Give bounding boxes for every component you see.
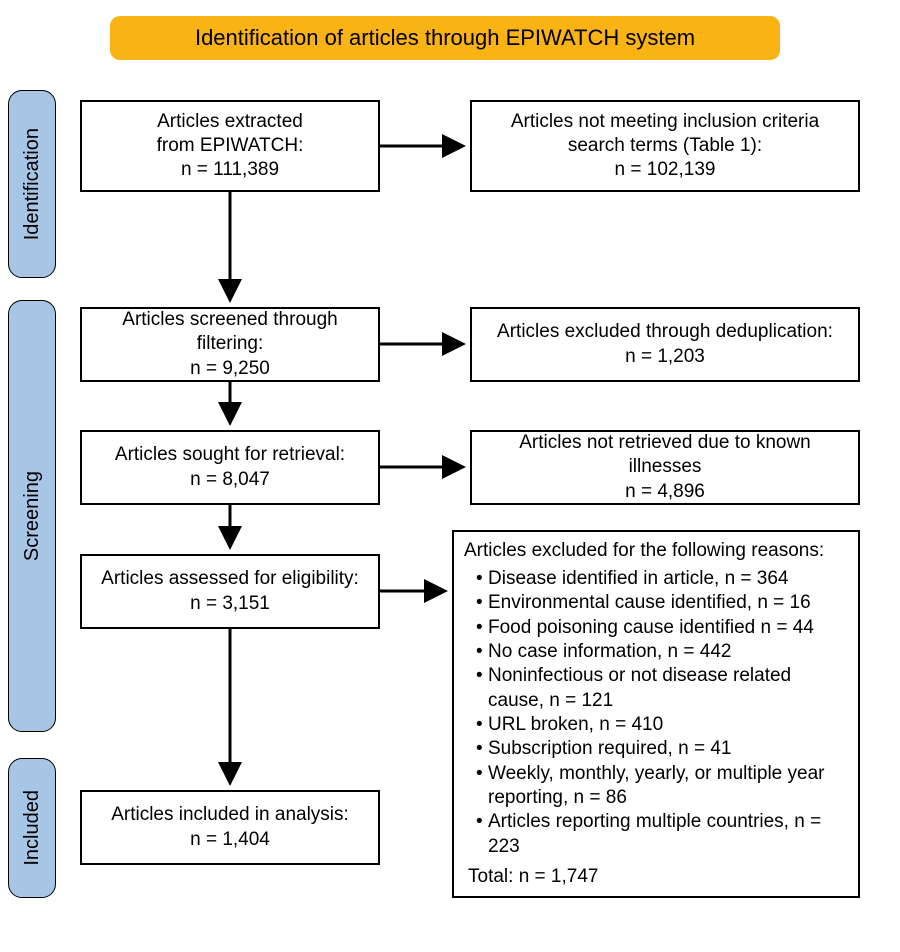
exclusion-reason-item: Food poisoning cause identified n = 44 <box>476 616 848 640</box>
exclusion-reason-item: Subscription required, n = 41 <box>476 737 848 761</box>
exclusion-reason-item: URL broken, n = 410 <box>476 713 848 737</box>
exclusion-reason-item: Noninfectious or not disease related cau… <box>476 664 848 713</box>
stage-included: Included <box>8 758 56 898</box>
stage-screening: Screening <box>8 300 56 732</box>
exclusion-reasons-list: Disease identified in article, n = 364En… <box>464 567 848 859</box>
exclusion-reason-item: Environmental cause identified, n = 16 <box>476 591 848 615</box>
box-deduplication: Articles excluded through deduplication:… <box>470 307 860 382</box>
box-not-retrieved: Articles not retrieved due to known illn… <box>470 430 860 505</box>
exclusion-reason-item: No case information, n = 442 <box>476 640 848 664</box>
stage-identification: Identification <box>8 90 56 278</box>
box-exclusion-reasons: Articles excluded for the following reas… <box>452 530 860 898</box>
exclusion-reason-item: Disease identified in article, n = 364 <box>476 567 848 591</box>
box-sought: Articles sought for retrieval: n = 8,047 <box>80 430 380 505</box>
box-included: Articles included in analysis: n = 1,404 <box>80 790 380 865</box>
box-extracted: Articles extracted from EPIWATCH: n = 11… <box>80 100 380 192</box>
header-title-text: Identification of articles through EPIWA… <box>195 25 695 51</box>
box-assessed: Articles assessed for eligibility: n = 3… <box>80 554 380 629</box>
exclusion-reason-item: Weekly, monthly, yearly, or multiple yea… <box>476 762 848 811</box>
box-not-meeting-criteria: Articles not meeting inclusion criteria … <box>470 100 860 192</box>
exclusion-reason-item: Articles reporting multiple countries, n… <box>476 810 848 859</box>
header-title: Identification of articles through EPIWA… <box>110 16 780 60</box>
box-screened: Articles screened through filtering: n =… <box>80 307 380 382</box>
